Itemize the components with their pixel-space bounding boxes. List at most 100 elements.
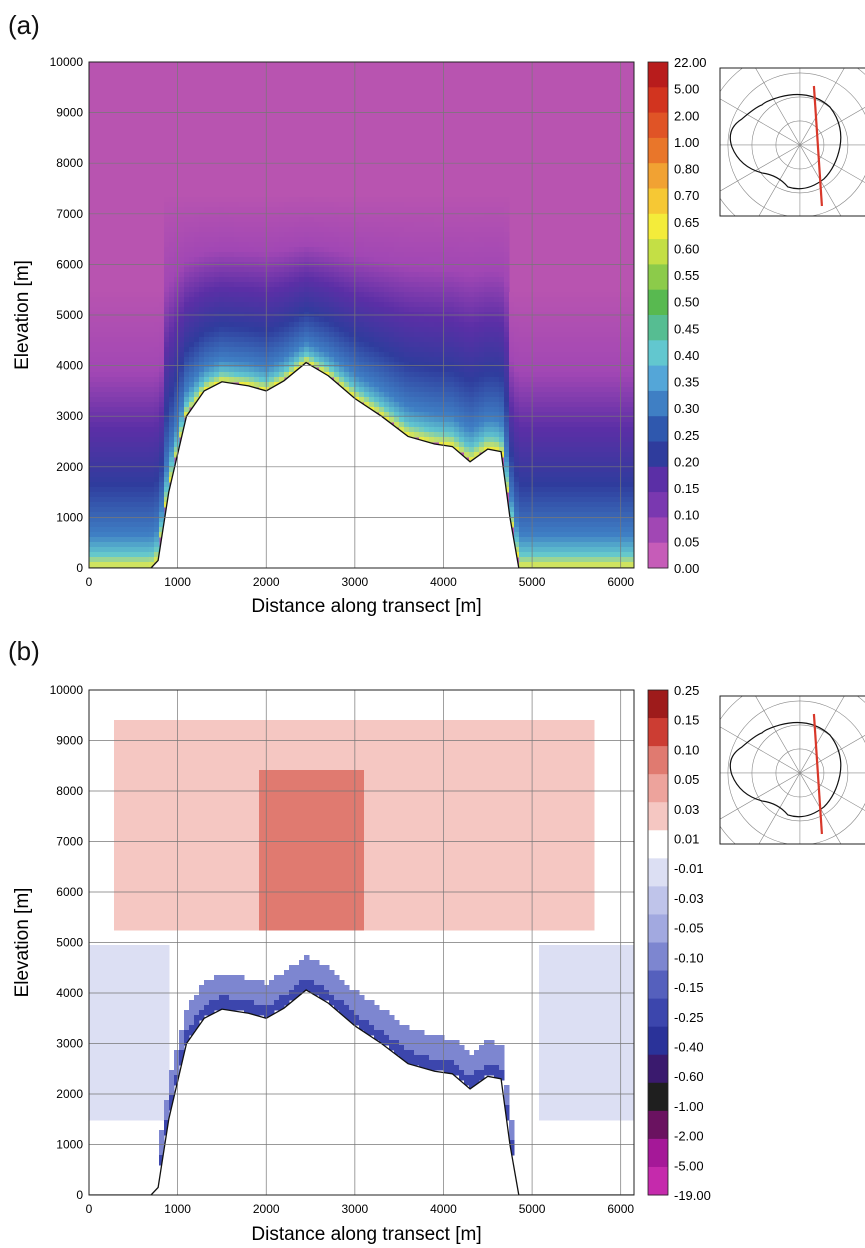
- transect-line: [812, 85, 824, 207]
- colorbar-label: -0.15: [674, 980, 704, 995]
- map-frame: [719, 67, 865, 217]
- colorbar-label: -0.40: [674, 1039, 704, 1054]
- colorbar: 22.00 5.00 2.00 1.00 0.80 0.70 0.65 0.60 0.55 0.5…: [647, 55, 707, 576]
- colorbar-label: 0.03: [674, 802, 699, 817]
- y-tick-label: 7000: [56, 207, 83, 221]
- colorbar-swatch: [648, 315, 668, 341]
- colorbar-label: 0.40: [674, 348, 699, 363]
- meridian: [799, 772, 865, 811]
- colorbar-swatch: [648, 87, 668, 114]
- meridian: [758, 772, 801, 844]
- y-tick-label: 9000: [56, 106, 83, 120]
- colorbar-label: 5.00: [674, 82, 699, 97]
- colorbar-swatch: [648, 1082, 668, 1112]
- x-tick-label: 0: [86, 575, 93, 589]
- x-tick-label: 1000: [164, 1202, 191, 1216]
- colorbar-frame: [647, 689, 669, 1196]
- y-tick-label: 4000: [56, 986, 83, 1000]
- colorbar-swatch: [648, 441, 668, 468]
- colorbar-label: 2.00: [674, 108, 699, 123]
- x-tick-label: 5000: [519, 1202, 546, 1216]
- colorbar-label: 0.55: [674, 268, 699, 283]
- terrain-mask: [89, 989, 634, 1195]
- colorbar-swatch: [648, 137, 668, 164]
- y-tick-label: 8000: [56, 156, 83, 170]
- coastline: [729, 93, 842, 190]
- x-tick-label: 1000: [164, 575, 191, 589]
- terrain-line: [89, 989, 634, 1195]
- colorbar-label: -5.00: [674, 1158, 704, 1173]
- antarctica-transect-map: [719, 695, 865, 845]
- colorbar-label: 0.65: [674, 215, 699, 230]
- colorbar-label: -0.03: [674, 891, 704, 906]
- y-axis-title: Elevation [m]: [12, 260, 33, 370]
- colorbar-label: -1.00: [674, 1099, 704, 1114]
- gridlines: [89, 690, 634, 1195]
- colorbar-swatch: [648, 390, 668, 417]
- colorbar-swatch: [648, 1026, 668, 1056]
- colorbar-swatch: [648, 998, 668, 1028]
- plot-frame: [88, 61, 635, 569]
- y-tick-label: 8000: [56, 784, 83, 798]
- meridian: [720, 144, 801, 192]
- x-tick-label: 4000: [430, 575, 457, 589]
- colorbar-swatch: [648, 830, 668, 859]
- colorbar-swatch: [648, 213, 668, 240]
- colorbar-swatch: [648, 365, 668, 392]
- y-tick-label: 10000: [50, 683, 84, 697]
- colorbar-label: -19.00: [674, 1188, 711, 1203]
- colorbar: 0.25 0.15 0.10 0.05 0.03 0.01 -0.01 -0.03 -0.05 -…: [647, 683, 711, 1203]
- meridian: [799, 144, 842, 216]
- colorbar-swatch: [648, 1138, 668, 1168]
- meridian: [755, 68, 801, 146]
- y-tick-label: 5000: [56, 308, 83, 322]
- colorbar-swatch: [648, 690, 668, 719]
- x-tick-label: 3000: [342, 575, 369, 589]
- y-tick-label: 5000: [56, 936, 83, 950]
- y-tick-label: 6000: [56, 257, 83, 271]
- y-tick-label: 1000: [56, 510, 83, 524]
- meridian: [799, 735, 865, 774]
- meridian: [799, 107, 865, 146]
- coastline: [729, 721, 842, 818]
- x-tick-label: 6000: [607, 1202, 634, 1216]
- colorbar-swatch: [648, 1166, 668, 1196]
- meridian: [758, 144, 801, 216]
- map-frame: [719, 695, 865, 845]
- colorbar-swatch: [648, 718, 668, 747]
- meridian: [720, 772, 801, 820]
- colorbar-label: 0.15: [674, 481, 699, 496]
- panel-a: 0 1000 2000 3000 4000 5000 6000 0 1000 2000 3000 40…: [12, 55, 865, 617]
- colorbar-swatch: [648, 340, 668, 367]
- colorbar-swatch: [648, 188, 668, 215]
- antarctica-transect-map: [719, 67, 865, 217]
- x-tick-label: 2000: [253, 1202, 280, 1216]
- meridian: [755, 696, 801, 774]
- colorbar-label: 1.00: [674, 135, 699, 150]
- meridian: [799, 772, 842, 844]
- colorbar-swatch: [648, 163, 668, 189]
- y-tick-label: 4000: [56, 359, 83, 373]
- x-axis-title: Distance along transect [m]: [251, 596, 481, 617]
- colorbar-label: 0.35: [674, 375, 699, 390]
- colorbar-frame: [647, 61, 669, 569]
- colorbar-swatch: [648, 492, 668, 518]
- plot-frame: [88, 689, 635, 1196]
- colorbar-swatch: [648, 858, 668, 887]
- x-axis-title: Distance along transect [m]: [251, 1224, 481, 1245]
- colorbar-label: 0.50: [674, 295, 699, 310]
- colorbar-label: -0.60: [674, 1069, 704, 1084]
- colorbar-swatch: [648, 1054, 668, 1084]
- colorbar-label: 22.00: [674, 55, 707, 70]
- colorbar-swatch: [648, 239, 668, 265]
- terrain-mask: [89, 362, 634, 568]
- colorbar-swatch: [648, 542, 668, 569]
- panel-b-label: (b): [8, 636, 40, 666]
- colorbar-label: -0.10: [674, 950, 704, 965]
- y-tick-label: 2000: [56, 1087, 83, 1101]
- colorbar-swatch: [648, 970, 668, 1000]
- meridian: [799, 68, 845, 146]
- colorbar-label: 0.25: [674, 683, 699, 698]
- x-tick-label: 6000: [607, 575, 634, 589]
